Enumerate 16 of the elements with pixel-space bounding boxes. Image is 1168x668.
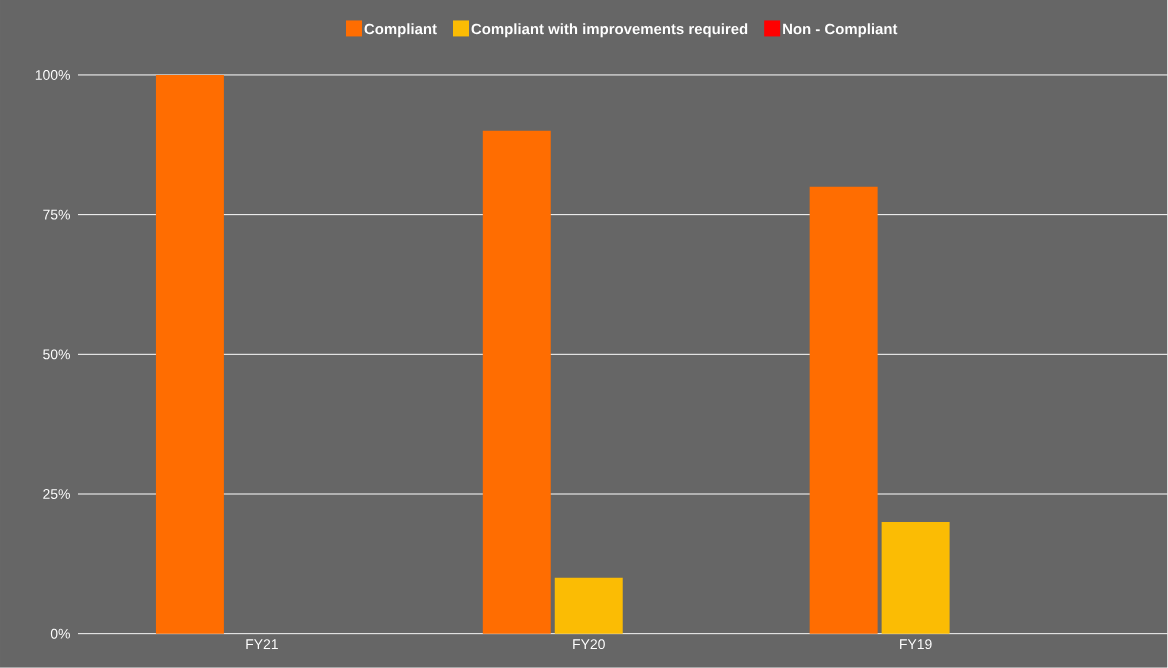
y-tick-label: 25% [43,489,70,500]
y-tick-label: 50% [43,349,70,360]
bar [482,130,551,634]
x-tick-label: FY20 [573,639,605,650]
bar [554,577,623,634]
bar [881,522,950,634]
x-tick-label: FY19 [900,639,932,650]
y-tick-label: 100% [35,70,70,81]
y-tick-label: 75% [43,209,70,220]
bar [155,75,224,634]
y-tick-label: 0% [50,628,70,639]
legend-label: Compliant with improvements required [471,23,748,38]
legend-label: Compliant [364,23,437,38]
bar [809,186,878,634]
x-tick-label: FY21 [246,639,278,650]
legend-label: Non - Compliant [783,23,898,38]
